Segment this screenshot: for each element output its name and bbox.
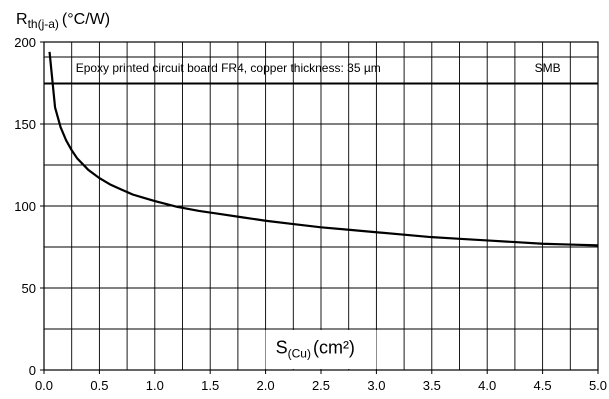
x-axis-label-sub: (Cu) [288, 347, 311, 361]
x-tick-label: 0.5 [90, 378, 108, 393]
x-tick-label: 2.0 [257, 378, 275, 393]
series-line [48, 51, 599, 247]
x-tick-label: 4.5 [534, 378, 552, 393]
y-axis-label-sub: th(j-a) [28, 17, 59, 31]
y-axis-label: Rth(j-a) (°C/W) [16, 11, 110, 31]
x-tick-label: 4.0 [478, 378, 496, 393]
y-tick-label: 0 [29, 363, 36, 378]
x-axis-label-box [265, 330, 377, 369]
y-axis-label-unit: (°C/W) [62, 11, 110, 28]
x-tick-label: 3.0 [367, 378, 385, 393]
x-axis-label-unit: (cm²) [313, 338, 355, 358]
annotation-text: Epoxy printed circuit board FR4, copper … [76, 61, 381, 75]
x-axis-label: S(Cu) (cm²) [276, 338, 355, 361]
grid [44, 42, 598, 370]
y-axis-label-main: R [16, 11, 28, 28]
x-tick-label: 1.0 [146, 378, 164, 393]
y-tick-label: 150 [14, 117, 36, 132]
y-tick-label: 100 [14, 199, 36, 214]
y-tick-label: 50 [22, 281, 36, 296]
plot-frame [40, 41, 599, 374]
x-axis-label-main: S [276, 338, 288, 358]
y-tick-label: 200 [14, 35, 36, 50]
x-tick-label: 5.0 [589, 378, 607, 393]
annotation-box [43, 56, 599, 85]
x-tick-label: 1.5 [201, 378, 219, 393]
package-label: SMB [535, 61, 561, 75]
x-tick-label: 0.0 [35, 378, 53, 393]
tick-labels: 0 50 100 150 200 0.0 0.5 1.0 1.5 2.0 2.5 3.0 3.5 4.0 4… [14, 35, 607, 393]
x-tick-label: 2.5 [312, 378, 330, 393]
x-tick-label: 3.5 [423, 378, 441, 393]
